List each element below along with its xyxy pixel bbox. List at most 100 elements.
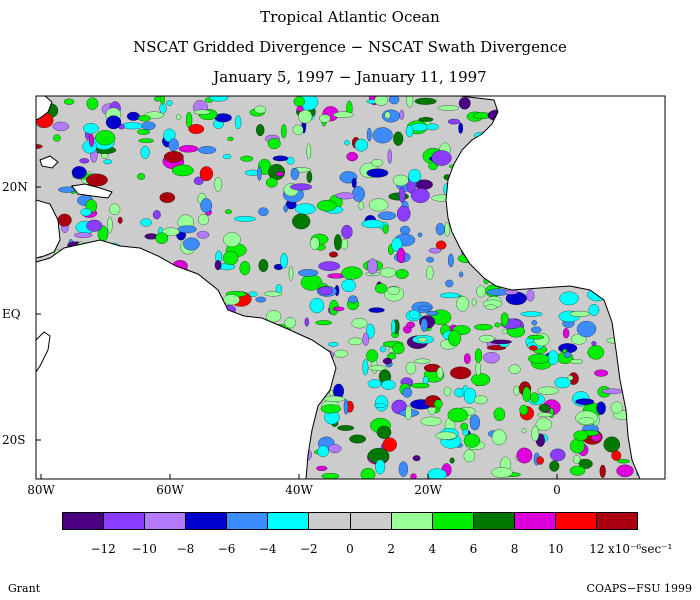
divergence-patch <box>530 392 539 404</box>
divergence-patch <box>531 425 540 442</box>
divergence-patch <box>491 429 507 446</box>
map-border <box>35 95 666 480</box>
divergence-patch <box>293 96 305 107</box>
divergence-patch <box>341 266 363 280</box>
divergence-patch <box>508 364 521 375</box>
divergence-patch <box>368 198 389 212</box>
divergence-patch <box>53 134 61 142</box>
divergence-patch <box>384 111 391 119</box>
divergence-patch <box>414 358 431 364</box>
divergence-patch <box>198 213 209 226</box>
divergence-patch <box>74 232 93 238</box>
divergence-patch <box>398 186 406 203</box>
divergence-patch <box>222 154 232 160</box>
x-tick-0: 0 <box>553 483 561 497</box>
divergence-patch <box>387 149 392 164</box>
divergence-patch <box>547 350 559 365</box>
divergence-patch <box>463 353 471 364</box>
divergence-patch <box>368 307 385 313</box>
divergence-patch <box>103 159 112 165</box>
divergence-patch <box>437 105 459 111</box>
divergence-patch <box>536 456 544 465</box>
divergence-patch <box>351 318 368 329</box>
divergence-patch <box>494 322 501 328</box>
divergence-patch <box>573 455 581 464</box>
divergence-patch <box>168 138 179 152</box>
colorbar-label: −10 <box>131 542 157 556</box>
divergence-patch <box>405 125 414 138</box>
footer-author: Grant <box>8 582 41 595</box>
divergence-patch <box>611 450 622 461</box>
divergence-patch <box>491 467 513 478</box>
colorbar-label: 12 <box>589 542 605 556</box>
divergence-patch <box>292 213 311 230</box>
divergence-patch <box>445 279 454 288</box>
divergence-patch <box>392 174 409 187</box>
divergence-patch <box>500 312 509 327</box>
divergence-patch <box>152 210 161 220</box>
divergence-patch <box>105 115 122 130</box>
divergence-patch <box>382 437 397 452</box>
divergence-patch <box>298 109 313 124</box>
title-line-1: Tropical Atlantic Ocean <box>260 8 440 26</box>
colorbar-label: 10 <box>548 542 564 556</box>
divergence-patch <box>395 269 409 279</box>
colorbar-label: 4 <box>428 542 437 556</box>
divergence-patch <box>408 309 420 320</box>
divergence-patch <box>86 173 108 187</box>
divergence-patch <box>140 218 152 227</box>
divergence-patch <box>329 251 338 258</box>
divergence-patch <box>521 428 527 434</box>
divergence-patch <box>196 230 210 239</box>
divergence-patch <box>412 455 421 462</box>
divergence-patch <box>137 115 151 122</box>
divergence-patch <box>501 328 508 334</box>
x-tick-60w: 60W <box>156 483 184 497</box>
divergence-patch <box>188 124 205 134</box>
divergence-patch <box>343 398 349 415</box>
divergence-patch <box>272 155 289 162</box>
divergence-patch <box>392 342 405 355</box>
divergence-patch <box>526 289 535 302</box>
divergence-patch <box>410 473 417 479</box>
divergence-patch <box>267 137 281 150</box>
divergence-patch <box>333 111 354 119</box>
divergence-patch <box>420 318 428 332</box>
divergence-patch <box>388 192 409 201</box>
divergence-patch <box>471 298 477 307</box>
divergence-patch <box>381 379 396 390</box>
divergence-patch <box>319 114 331 123</box>
divergence-patch <box>443 386 452 397</box>
divergence-patch <box>137 173 146 180</box>
divergence-patch <box>172 164 194 177</box>
divergence-patch <box>332 306 345 312</box>
divergence-patch <box>79 158 90 164</box>
divergence-patch <box>335 192 355 200</box>
divergence-patch <box>280 252 288 269</box>
divergence-patch <box>596 401 606 415</box>
divergence-patch <box>361 219 384 229</box>
divergence-patch <box>379 345 387 353</box>
divergence-patch <box>463 387 477 404</box>
divergence-patch <box>527 334 545 340</box>
divergence-patch <box>121 122 144 130</box>
divergence-patch <box>292 124 304 136</box>
divergence-patch <box>318 261 341 271</box>
colorbar-swatch <box>227 513 269 529</box>
divergence-patch <box>474 395 488 405</box>
divergence-patch <box>402 387 413 398</box>
divergence-patch <box>304 317 309 327</box>
divergence-patch <box>154 96 161 102</box>
divergence-patch <box>410 382 430 389</box>
divergence-patch <box>406 96 414 108</box>
divergence-patch <box>417 337 428 343</box>
divergence-patch <box>420 416 442 426</box>
divergence-patch <box>435 240 447 250</box>
divergence-patch <box>426 311 439 316</box>
divergence-patch <box>178 145 199 153</box>
divergence-patch <box>450 366 472 380</box>
divergence-patch <box>83 123 99 134</box>
divergence-patch <box>57 213 72 227</box>
divergence-patch <box>193 176 204 185</box>
divergence-patch <box>396 247 406 264</box>
